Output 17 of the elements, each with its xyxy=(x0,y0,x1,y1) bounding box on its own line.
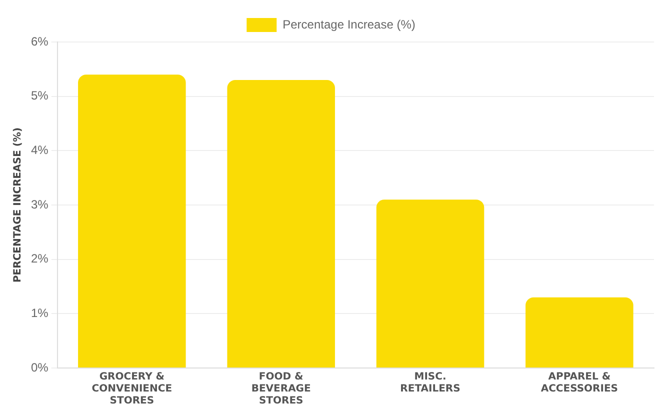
bar xyxy=(227,80,335,368)
legend-label: Percentage Increase (%) xyxy=(282,17,416,32)
x-tick-label: APPAREL & ACCESSORIES xyxy=(540,372,618,395)
bar xyxy=(78,74,186,368)
y-tick-label: 6% xyxy=(31,34,49,48)
x-tick-label: MISC. RETAILERS xyxy=(400,372,460,395)
y-tick-label: 0% xyxy=(31,360,49,374)
y-tick-label: 1% xyxy=(31,306,49,320)
y-axis-title: PERCENTAGE INCREASE (%) xyxy=(12,127,24,283)
y-tick-label: 5% xyxy=(31,88,49,103)
y-tick-label: 2% xyxy=(31,252,49,266)
y-tick-label: 4% xyxy=(31,142,49,157)
x-tick-label: GROCERY & CONVENIENCE STORES xyxy=(92,372,172,407)
y-tick-label: 3% xyxy=(31,197,49,212)
x-tick-label: FOOD & BEVERAGE STORES xyxy=(251,372,312,407)
bar xyxy=(376,200,484,368)
bar xyxy=(526,297,634,368)
